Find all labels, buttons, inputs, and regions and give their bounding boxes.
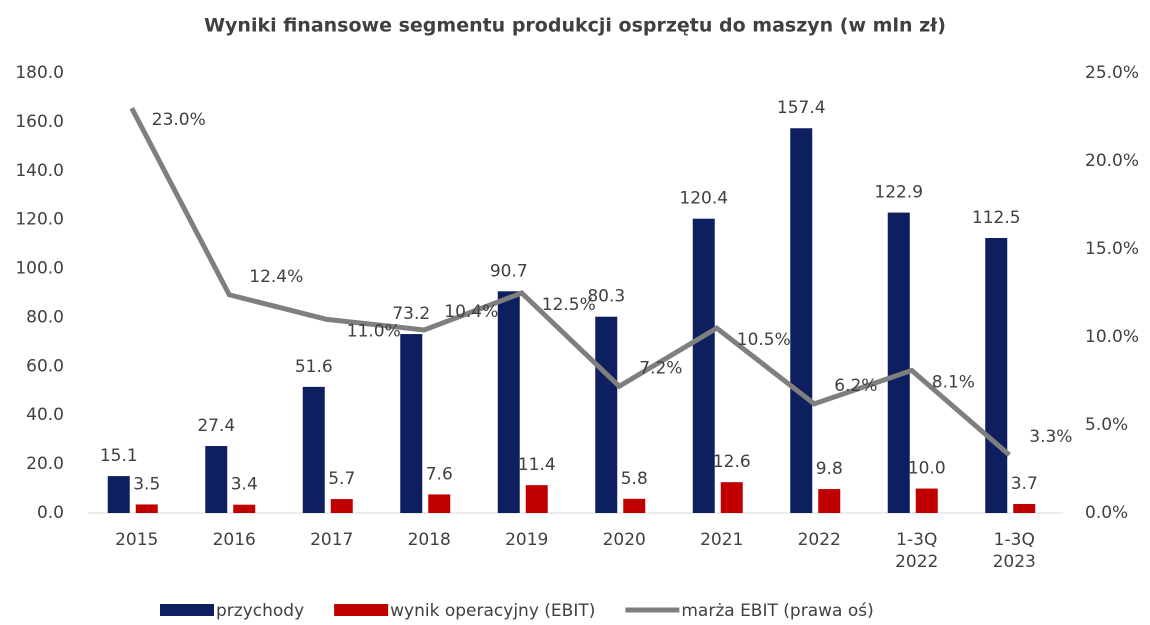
data-label: 7.2% [639,358,682,378]
data-label: 9.8 [816,459,843,479]
x-tick-label: 1-3Q 2023 [992,530,1036,572]
data-label: 80.3 [587,287,625,307]
x-tick-label: 1-3Q 2022 [895,530,939,572]
bar [623,498,646,513]
x-tick-label: 2021 [700,530,744,550]
y-tick-label: 140.0 [15,161,64,181]
bar [790,128,813,513]
data-label: 112.5 [972,208,1021,228]
data-label: 3.3% [1029,427,1072,447]
bar [595,316,618,513]
y-tick-label: 180.0 [15,63,64,83]
bar [233,504,256,513]
data-label: 12.5% [542,295,596,315]
data-label: 10.0 [908,459,946,479]
data-label: 157.4 [777,98,826,118]
y-tick-label: 40.0 [26,405,64,425]
data-label: 12.6 [713,452,751,472]
bar [525,485,548,513]
line [129,107,1011,457]
bar [915,488,938,513]
data-label: 5.7 [328,469,355,489]
y2-tick-label: 5.0% [1085,415,1128,435]
y-tick-label: 20.0 [26,454,64,474]
x-tick-label: 2020 [602,530,646,550]
data-label: 5.8 [621,469,648,489]
data-label: 11.4 [518,455,556,475]
bar [887,212,910,514]
bar [497,291,520,513]
y2-tick-label: 10.0% [1085,327,1139,347]
y-tick-label: 120.0 [15,210,64,230]
x-tick-label: 2017 [310,530,354,550]
bar [330,499,353,513]
legend-label: marża EBIT (prawa oś) [681,601,873,621]
data-label: 120.4 [679,189,728,209]
y-tick-label: 80.0 [26,307,64,327]
data-label: 6.2% [834,376,877,396]
bar [720,482,743,513]
legend-label: wynik operacyjny (EBIT) [390,601,595,621]
y2-tick-label: 25.0% [1085,63,1139,83]
data-label: 10.5% [737,330,791,350]
chart-title: Wyniki finansowe segmentu produkcji ospr… [204,15,946,37]
y-tick-label: 160.0 [15,112,64,132]
data-label: 90.7 [490,261,528,281]
data-label: 10.4% [444,302,498,322]
data-label: 12.4% [249,267,303,287]
data-label: 8.1% [932,372,975,392]
x-tick-label: 2016 [212,530,256,550]
bar [428,494,451,513]
bar [985,238,1008,513]
data-label: 23.0% [152,110,206,130]
legend-swatch [334,604,389,616]
data-label: 7.6 [426,464,453,484]
y-tick-label: 100.0 [15,259,64,279]
data-label: 11.0% [347,321,401,341]
data-label: 3.7 [1011,474,1038,494]
data-label: 3.5 [133,474,160,494]
bar [205,446,228,513]
data-label: 27.4 [197,416,235,436]
y-tick-label: 0.0 [37,503,64,523]
data-label: 51.6 [295,357,333,377]
data-label: 3.4 [231,475,258,495]
x-tick-label: 2019 [505,530,549,550]
y-tick-label: 60.0 [26,356,64,376]
bar [135,504,158,513]
x-tick-label: 2015 [115,530,159,550]
bar [1013,503,1036,513]
legend-swatch [160,604,214,616]
legend-label: przychody [216,601,304,621]
bar [692,218,715,513]
bar [818,489,841,513]
data-label: 73.2 [392,304,430,324]
data-label: 122.9 [874,183,923,203]
y2-tick-label: 0.0% [1085,503,1128,523]
bar [302,386,325,513]
bar [400,334,423,513]
y2-tick-label: 15.0% [1085,239,1139,259]
data-label: 15.1 [100,446,138,466]
y2-tick-label: 20.0% [1085,151,1139,171]
x-tick-label: 2018 [407,530,451,550]
bar [107,476,130,513]
x-tick-label: 2022 [797,530,841,550]
